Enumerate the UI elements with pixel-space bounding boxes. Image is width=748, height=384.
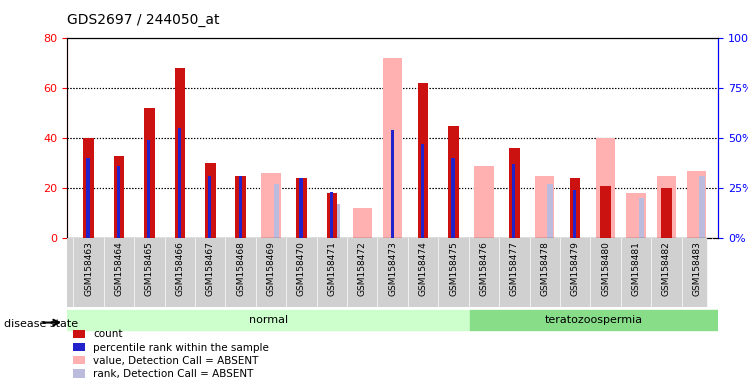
Bar (208, 176, 211, 238)
Text: GSM158482: GSM158482 (662, 242, 671, 296)
Bar (83, 138, 94, 238)
Bar (236, 176, 246, 238)
Bar (600, 186, 611, 238)
Text: GSM158478: GSM158478 (540, 242, 549, 296)
Text: GSM158468: GSM158468 (236, 242, 245, 296)
Bar (334, 204, 340, 238)
Text: GSM158481: GSM158481 (631, 242, 640, 296)
Text: GSM158472: GSM158472 (358, 242, 367, 296)
Bar (274, 184, 279, 238)
Text: GSM158469: GSM158469 (266, 242, 275, 296)
Text: GSM158463: GSM158463 (84, 242, 93, 296)
Text: GDS2697 / 244050_at: GDS2697 / 244050_at (67, 13, 220, 27)
Bar (87, 158, 90, 238)
Bar (418, 83, 429, 238)
Text: GSM158467: GSM158467 (206, 242, 215, 296)
Text: normal: normal (249, 314, 288, 325)
Bar (383, 58, 402, 238)
Bar (174, 68, 186, 238)
Bar (699, 176, 705, 238)
Bar (548, 184, 553, 238)
Text: GSM158480: GSM158480 (601, 242, 610, 296)
Bar (474, 166, 494, 238)
Text: GSM158471: GSM158471 (328, 242, 337, 296)
Bar (262, 173, 280, 238)
Legend: count, percentile rank within the sample, value, Detection Call = ABSENT, rank, : count, percentile rank within the sample… (73, 329, 269, 379)
Text: GSM158474: GSM158474 (419, 242, 428, 296)
Bar (353, 208, 372, 238)
Bar (448, 126, 459, 238)
Bar (512, 164, 515, 238)
Text: GSM158470: GSM158470 (297, 242, 306, 296)
Bar (421, 144, 424, 238)
Bar (117, 166, 120, 238)
Bar (470, 310, 718, 329)
Text: GSM158464: GSM158464 (114, 242, 123, 296)
Bar (639, 198, 644, 238)
Bar (67, 310, 470, 329)
Text: GSM158477: GSM158477 (510, 242, 519, 296)
Bar (573, 190, 576, 238)
Text: GSM158465: GSM158465 (145, 242, 154, 296)
Bar (596, 138, 615, 238)
Bar (390, 130, 393, 238)
Bar (657, 176, 676, 238)
Text: GSM158473: GSM158473 (388, 242, 397, 296)
Bar (570, 178, 580, 238)
Bar (626, 193, 646, 238)
Text: GSM158483: GSM158483 (693, 242, 702, 296)
Text: teratozoospermia: teratozoospermia (545, 314, 643, 325)
Bar (144, 108, 155, 238)
Text: GSM158476: GSM158476 (479, 242, 488, 296)
Bar (178, 128, 181, 238)
Bar (451, 158, 455, 238)
Bar (205, 163, 215, 238)
Bar (299, 178, 302, 238)
Bar (509, 148, 520, 238)
Bar (296, 178, 307, 238)
Text: GSM158466: GSM158466 (175, 242, 184, 296)
Bar (687, 170, 706, 238)
Bar (661, 188, 672, 238)
Bar (327, 193, 337, 238)
Text: GSM158479: GSM158479 (571, 242, 580, 296)
Bar (114, 156, 124, 238)
Bar (239, 176, 242, 238)
Text: GSM158475: GSM158475 (449, 242, 458, 296)
Bar (535, 176, 554, 238)
Text: disease state: disease state (4, 319, 78, 329)
Bar (147, 140, 150, 238)
Bar (330, 192, 333, 238)
